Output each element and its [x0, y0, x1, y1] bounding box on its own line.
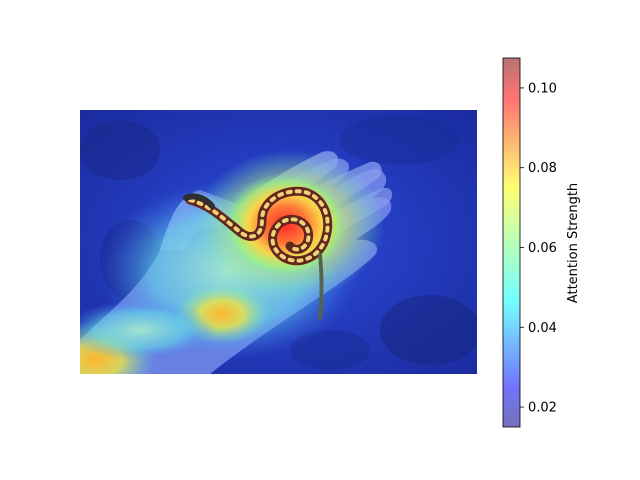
- colorbar-tick-label: 0.10: [528, 81, 557, 96]
- overlay-wash: [80, 110, 477, 374]
- colorbar-label: Attention Strength: [566, 183, 581, 303]
- heat-wrist-band: [80, 300, 215, 360]
- heatmap-image: [80, 110, 477, 374]
- colorbar-ticks: 0.02 0.04 0.06 0.08 0.10: [520, 81, 557, 416]
- heat-blobs: [80, 150, 385, 374]
- colorbar-tick-label: 0.08: [528, 161, 557, 176]
- colorbar-tick-label: 0.02: [528, 401, 557, 416]
- snake: [183, 186, 333, 320]
- colorbar-gradient: [503, 58, 520, 427]
- snake-tail: [318, 253, 324, 320]
- snake-head: [183, 193, 215, 209]
- colorbar-tick-label: 0.06: [528, 241, 557, 256]
- colorbar-tick-label: 0.04: [528, 321, 557, 336]
- snake-body-bands: [188, 189, 330, 263]
- colorbar-frame: [502, 57, 521, 428]
- colorbar: 0.02 0.04 0.06 0.08 0.10 Attention Strength: [502, 57, 581, 428]
